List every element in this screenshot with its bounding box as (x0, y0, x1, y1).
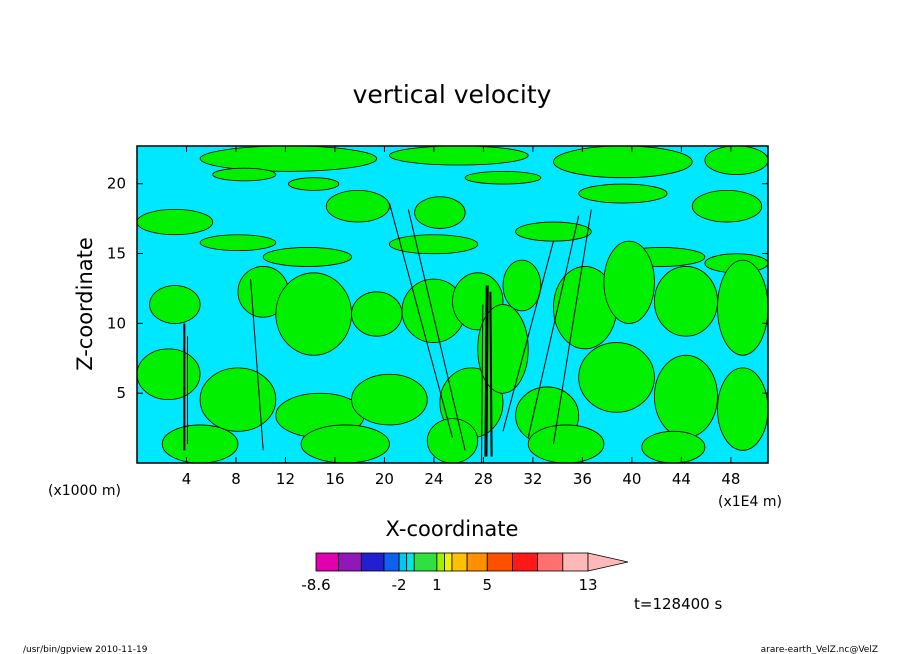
velocity-region (464, 170, 542, 185)
velocity-region (553, 146, 693, 179)
plot-area (136, 145, 769, 464)
y-axis: 5 10 15 20 (107, 175, 768, 402)
velocity-region (325, 189, 390, 223)
x-tick-label: 48 (721, 470, 740, 488)
x-tick-label: 8 (231, 470, 241, 488)
y-tick-label: 15 (107, 245, 126, 263)
colorbar-segment (537, 552, 564, 572)
colorbar-segment (338, 552, 362, 572)
colorbar-label: 13 (578, 576, 597, 594)
velocity-region (654, 354, 718, 439)
colorbar-segment (486, 552, 513, 572)
velocity-region (389, 146, 529, 166)
velocity-region (502, 259, 542, 312)
velocity-region (515, 221, 592, 242)
velocity-region (603, 240, 655, 324)
colorbar-segment (451, 552, 468, 572)
colorbar: -8.6 -2 1 5 13 (301, 552, 629, 594)
x-tick-label: 20 (375, 470, 394, 488)
velocity-region (717, 259, 768, 356)
x-tick-label: 36 (573, 470, 592, 488)
velocity-region (351, 373, 428, 426)
velocity-streak (388, 202, 453, 438)
chart-title: vertical velocity (353, 80, 552, 109)
colorbar-segment (512, 552, 539, 572)
velocity-region (212, 167, 277, 182)
velocity-region (199, 146, 378, 172)
x-tick-label: 28 (474, 470, 493, 488)
velocity-streak (502, 240, 554, 432)
velocity-streak (250, 279, 264, 451)
velocity-region (300, 424, 390, 463)
x-tick-label: 12 (276, 470, 295, 488)
velocity-region (137, 348, 201, 400)
y-tick-label: 10 (107, 314, 126, 332)
x-tick-label: 4 (182, 470, 192, 488)
velocity-region (262, 247, 352, 267)
velocity-region (717, 367, 768, 451)
velocity-region (654, 266, 718, 337)
colorbar-segment (466, 552, 488, 572)
x-axis: 4 8 12 16 20 24 28 32 36 40 44 48 (182, 146, 740, 488)
plot-frame (136, 145, 769, 464)
velocity-regions (137, 146, 768, 463)
y-tick-label: 5 (116, 384, 126, 402)
velocity-region (578, 342, 655, 413)
colorbar-segment (360, 552, 385, 572)
y-tick-label: 20 (107, 175, 126, 193)
colorbar-segment (436, 552, 445, 572)
colorbar-segment (398, 552, 408, 572)
colorbar-segment (406, 552, 415, 572)
velocity-streak (484, 285, 489, 457)
velocity-region (199, 234, 277, 252)
velocity-region (149, 285, 201, 324)
x-unit-left: (x1000 m) (48, 483, 121, 499)
y-axis-label: Z-coordinate (73, 237, 97, 371)
colorbar-segment (562, 552, 589, 572)
velocity-region (288, 177, 340, 191)
velocity-region (161, 424, 239, 463)
velocity-streaks (183, 202, 592, 463)
velocity-streak (481, 304, 484, 463)
x-tick-label: 44 (672, 470, 691, 488)
colorbar-label: 5 (482, 576, 492, 594)
velocity-region (426, 418, 479, 463)
colorbar-segment (315, 552, 340, 572)
x-tick-label: 40 (622, 470, 641, 488)
colorbar-segment (413, 552, 438, 572)
colorbar-label: -2 (392, 576, 407, 594)
x-tick-label: 16 (325, 470, 344, 488)
velocity-streak (407, 209, 466, 451)
colorbar-label: 1 (432, 576, 442, 594)
velocity-streak (552, 209, 592, 445)
velocity-streak (527, 215, 580, 438)
velocity-region (275, 272, 352, 356)
colorbar-segment (383, 552, 400, 572)
velocity-streak (489, 291, 493, 457)
x-tick-label: 24 (424, 470, 443, 488)
x-axis-label: X-coordinate (386, 517, 519, 541)
x-tick-label: 32 (523, 470, 542, 488)
velocity-region (389, 234, 479, 255)
velocity-region (137, 209, 214, 236)
velocity-region (641, 430, 706, 463)
velocity-region (704, 146, 768, 175)
colorbar-segment (444, 552, 453, 572)
time-label: t=128400 s (634, 595, 722, 613)
footer-right: arare-earth_VelZ.nc@VelZ (761, 645, 878, 654)
footer-left: /usr/bin/gpview 2010-11-19 (23, 645, 148, 654)
colorbar-extend-arrow (587, 552, 629, 572)
colorbar-label: -8.6 (301, 576, 330, 594)
velocity-region (351, 291, 403, 337)
velocity-region (691, 189, 763, 223)
velocity-region (414, 196, 466, 229)
velocity-region (578, 183, 668, 204)
x-unit-right: (x1E4 m) (718, 494, 782, 510)
velocity-region (199, 367, 277, 432)
velocity-region (527, 424, 605, 463)
